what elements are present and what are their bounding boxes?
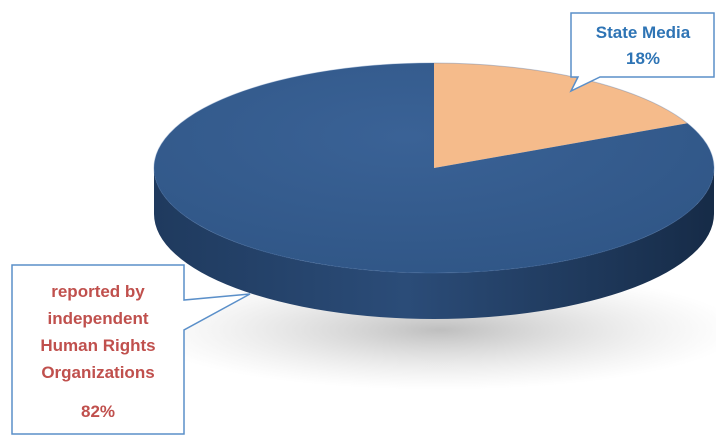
state-media-label: State Media — [596, 23, 691, 42]
pie-side-wall — [154, 168, 714, 319]
state-media-value: 18% — [626, 49, 660, 68]
pie-slice-human-rights-organizations — [153, 63, 714, 273]
pie-rim — [153, 62, 715, 274]
pie-slice-state-media — [434, 63, 688, 168]
callout-state-media-box — [569, 12, 715, 93]
human-rights-label-line-1: reported by — [51, 282, 145, 301]
callout-state-media: State Media 18% — [569, 12, 715, 93]
slices-layer — [153, 62, 715, 274]
human-rights-label-line-4: Organizations — [41, 363, 154, 382]
human-rights-label-line-3: Human Rights — [40, 336, 155, 355]
callout-human-rights-box — [11, 264, 251, 435]
human-rights-label-line-2: independent — [47, 309, 148, 328]
callout-human-rights: reported by independent Human Rights Org… — [11, 264, 251, 435]
human-rights-value: 82% — [81, 402, 115, 421]
